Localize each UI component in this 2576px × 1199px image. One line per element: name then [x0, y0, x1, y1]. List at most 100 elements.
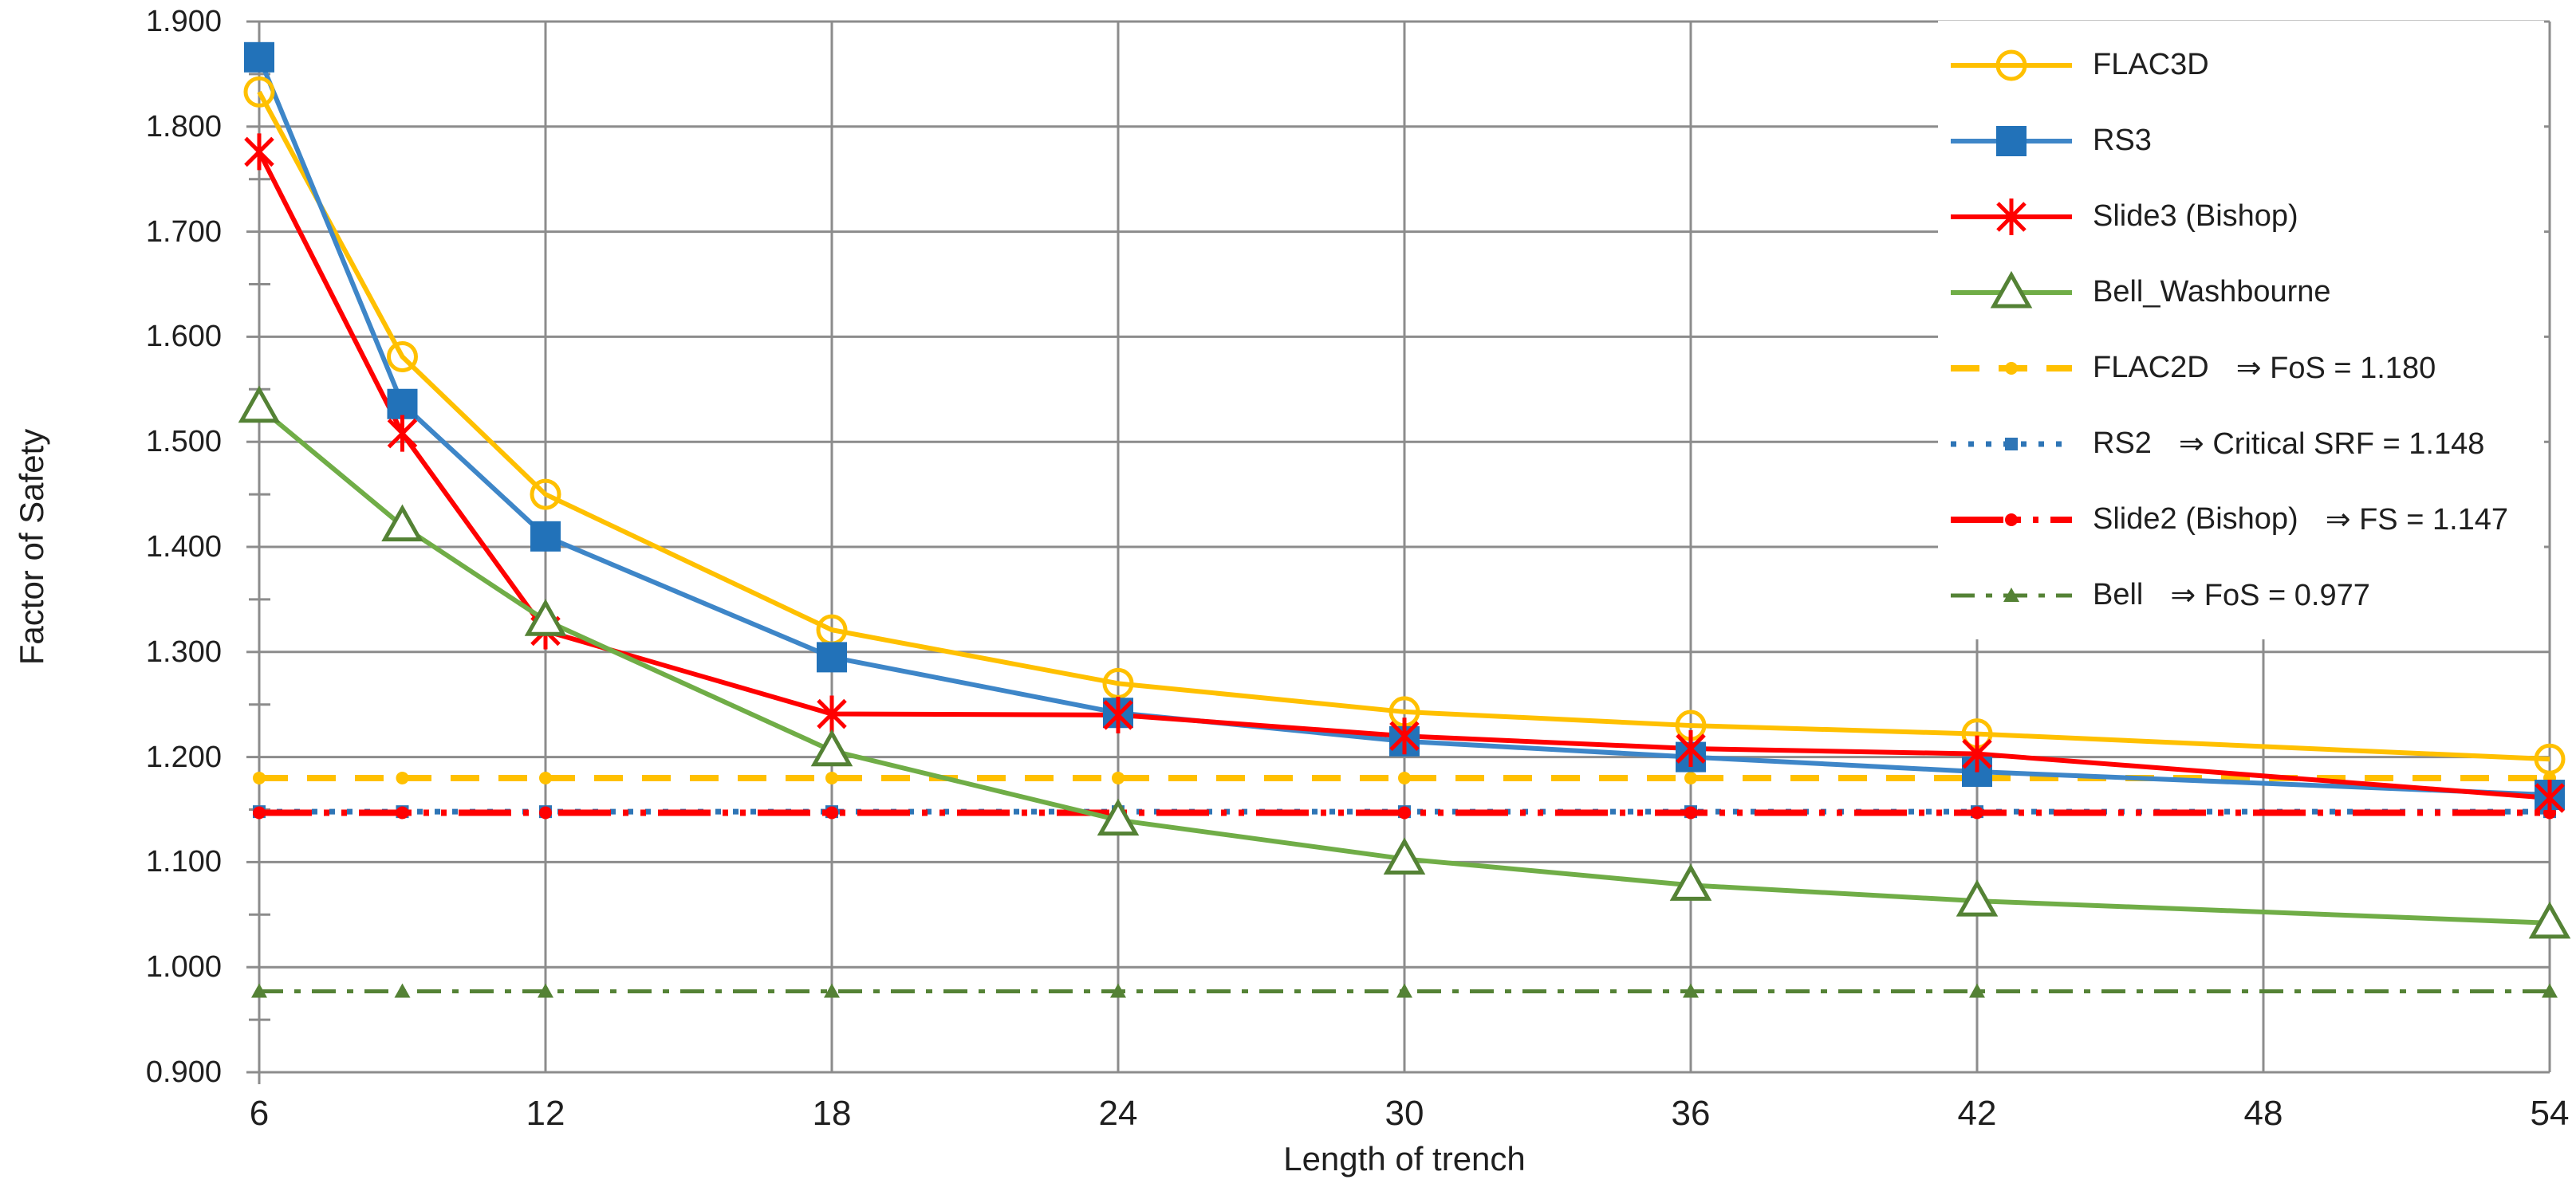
series-markers-Bell_Washbourne: [238, 385, 2571, 939]
legend-item-RS2: RS2 ⇒ Critical SRF = 1.148: [1948, 422, 2544, 466]
y-tick-label: 1.800: [145, 109, 222, 143]
legend-label: RS3: [2093, 124, 2152, 157]
marker-dot: [539, 806, 552, 820]
marker-triangle-open: [1956, 879, 1999, 917]
legend-sample-Slide3 (Bishop): [1951, 198, 2072, 235]
marker-triangle-open: [1669, 863, 1712, 901]
x-axis-title: Length of trench: [1283, 1140, 1526, 1177]
legend-sample-Bell_Washbourne: [1951, 270, 2072, 308]
marker-square: [244, 41, 274, 73]
marker-dot: [1112, 771, 1125, 784]
x-tick-label: 18: [812, 1094, 852, 1133]
reference-line-Slide2 (Bishop): [253, 806, 2556, 820]
x-tick-label: 36: [1671, 1094, 1711, 1133]
legend-label: RS2: [2093, 427, 2152, 460]
legend-item-FLAC2D: FLAC2D ⇒ FoS = 1.180: [1948, 346, 2544, 391]
legend-item-Slide3 (Bishop): Slide3 (Bishop): [1948, 195, 2544, 239]
marker-triangle-small: [824, 983, 840, 998]
marker-triangle-open: [810, 729, 853, 767]
y-tick-label: 1.300: [145, 635, 222, 669]
marker-circle-open: [1995, 49, 2027, 81]
marker-dot: [825, 771, 838, 784]
marker-square-small: [2005, 437, 2018, 450]
marker-circle-open: [243, 76, 275, 108]
legend-item-RS3: RS3: [1948, 119, 2544, 163]
marker-dot: [825, 806, 838, 820]
legend-label: FLAC3D: [2093, 48, 2209, 81]
y-tick-label: 0.900: [145, 1056, 222, 1089]
legend-annotation: ⇒ FoS = 0.977: [2170, 579, 2370, 612]
marker-asterisk: [817, 695, 847, 733]
marker-triangle-small: [2003, 587, 2019, 602]
marker-triangle-open: [238, 385, 281, 423]
y-tick-label: 1.600: [145, 320, 222, 354]
legend-label: Slide3 (Bishop): [2093, 199, 2298, 233]
legend-annotation: ⇒ Critical SRF = 1.148: [2178, 427, 2485, 461]
marker-triangle-small: [251, 983, 267, 998]
marker-square: [1996, 125, 2027, 156]
marker-triangle-small: [1969, 983, 1985, 998]
marker-dot: [396, 806, 409, 820]
legend-item-Bell: Bell ⇒ FoS = 0.977: [1948, 573, 2544, 618]
legend-label: FLAC2D: [2093, 351, 2209, 384]
x-tick-label: 6: [249, 1094, 270, 1133]
legend-annotation: ⇒ FS = 1.147: [2325, 503, 2509, 537]
legend-sample-RS2: [1951, 437, 2072, 450]
marker-dot: [1398, 771, 1411, 784]
y-axis-title: Factor of Safety: [13, 428, 50, 666]
x-tick-label: 48: [2243, 1094, 2283, 1133]
x-tick-label: 30: [1385, 1094, 1424, 1133]
marker-triangle-small: [394, 983, 411, 998]
y-tick-label: 1.500: [145, 425, 222, 459]
marker-asterisk: [2535, 780, 2565, 817]
legend-sample-Slide2 (Bishop): [1951, 513, 2072, 526]
marker-square: [530, 521, 561, 552]
y-tick-label: 1.200: [145, 740, 222, 774]
legend-sample-FLAC2D: [1951, 361, 2072, 375]
marker-asterisk: [244, 133, 274, 171]
legend-label: Bell: [2093, 578, 2144, 611]
marker-asterisk: [1996, 198, 2027, 235]
marker-dot: [1398, 806, 1411, 820]
marker-triangle-open: [524, 599, 567, 636]
marker-triangle-small: [1110, 983, 1126, 998]
marker-dot: [2005, 361, 2018, 375]
x-tick-label: 42: [1957, 1094, 1997, 1133]
gridlines: [258, 20, 2551, 1074]
marker-asterisk: [1962, 735, 1992, 772]
x-tick-label: 12: [526, 1094, 565, 1133]
legend-sample-Bell: [1951, 587, 2072, 602]
marker-triangle-open: [1990, 270, 2033, 308]
legend-sample-RS3: [1951, 125, 2072, 156]
legend-item-Bell_Washbourne: Bell_Washbourne: [1948, 270, 2544, 315]
marker-square: [387, 388, 418, 419]
marker-dot: [253, 771, 266, 784]
axes: [246, 20, 2550, 1084]
marker-circle-open: [530, 478, 561, 510]
y-tick-label: 1.000: [145, 950, 222, 985]
marker-circle-open: [2534, 743, 2566, 775]
y-tick-label: 1.900: [145, 5, 222, 38]
marker-asterisk: [1103, 696, 1133, 733]
legend-item-Slide2 (Bishop): Slide2 (Bishop) ⇒ FS = 1.147: [1948, 497, 2544, 542]
marker-triangle-small: [2542, 983, 2558, 998]
legend-item-FLAC3D: FLAC3D: [1948, 43, 2544, 88]
marker-dot: [1684, 806, 1697, 820]
marker-triangle-open: [1383, 837, 1426, 875]
marker-triangle-open: [381, 504, 423, 542]
marker-triangle-small: [1683, 983, 1699, 998]
legend-annotation: ⇒ FoS = 1.180: [2235, 352, 2436, 385]
marker-circle-open: [387, 340, 418, 372]
marker-asterisk: [1676, 730, 1706, 768]
legend-sample-FLAC3D: [1951, 49, 2072, 81]
y-tick-label: 1.100: [145, 845, 222, 879]
series-line-FLAC3D: [257, 90, 2550, 762]
marker-dot: [2005, 513, 2018, 526]
legend: FLAC3D RS3 Slide3 (Bishop) Bell_Washbourne F…: [1938, 21, 2544, 639]
legend-label: Slide2 (Bishop): [2093, 502, 2298, 536]
marker-dot: [1971, 806, 1983, 820]
marker-triangle-open: [2528, 901, 2571, 939]
marker-dot: [539, 771, 552, 784]
